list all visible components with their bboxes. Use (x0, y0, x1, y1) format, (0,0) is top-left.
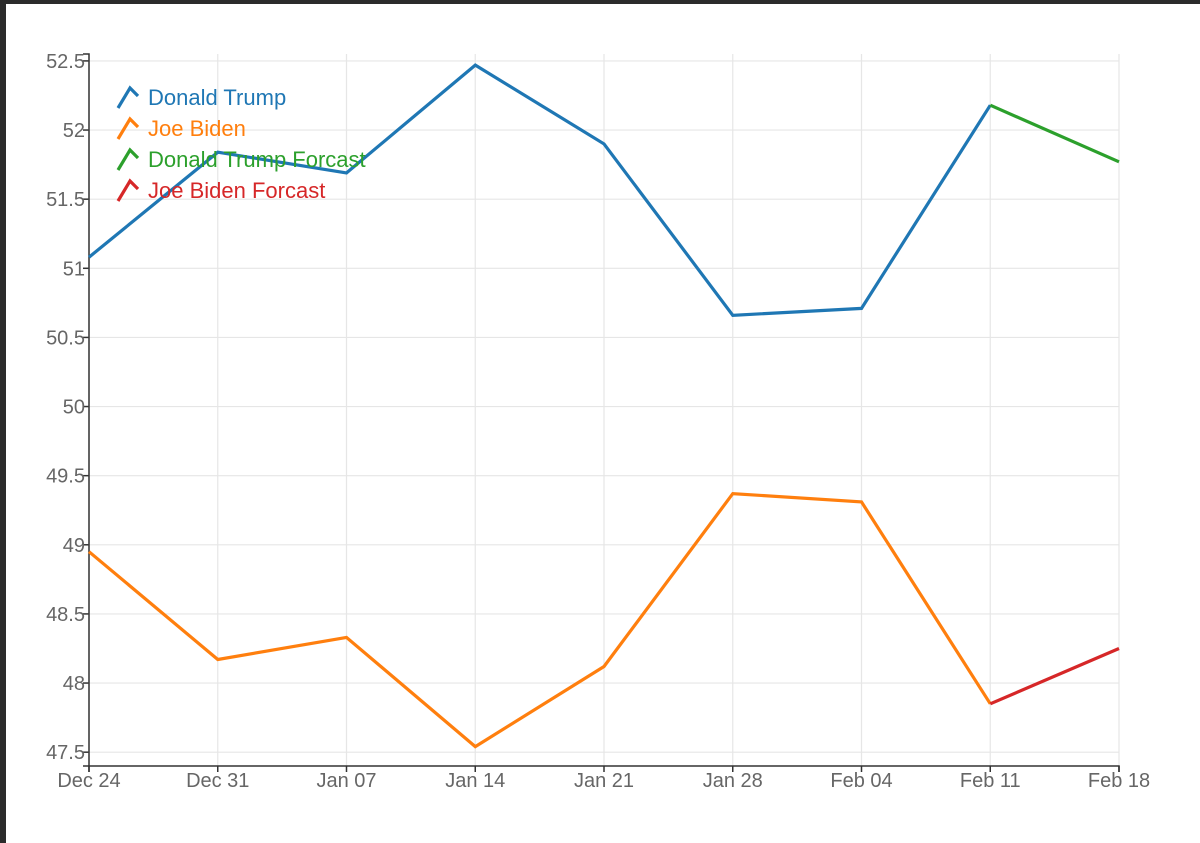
legend-line-icon (116, 147, 140, 171)
legend-label: Joe Biden (148, 116, 246, 141)
y-tick-label: 49.5 (46, 466, 85, 488)
chart-frame: 47.5 48 48.5 49 49.5 50 50.5 51 51.5 52 52.5 Dec 2… (6, 4, 1200, 843)
x-tick-label: Feb 11 (960, 770, 1021, 792)
legend[interactable]: Donald Trump Joe Biden Donald Trump Forcas… (116, 85, 366, 203)
y-tick-label: 51.5 (46, 189, 85, 211)
y-axis (83, 53, 90, 767)
legend-line-icon (116, 178, 140, 202)
x-tick-label: Jan 28 (703, 770, 763, 792)
y-tick-label: 52.5 (46, 51, 85, 73)
x-tick-label: Jan 21 (574, 770, 634, 792)
legend-item[interactable]: Joe Biden (116, 116, 246, 141)
legend-label: Donald Trump Forcast (148, 147, 366, 172)
y-tick-labels: 47.5 48 48.5 49 49.5 50 50.5 51 51.5 52 52.5 (46, 51, 85, 764)
y-tick-label: 50.5 (46, 327, 85, 349)
x-tick-labels: Dec 24 Dec 31 Jan 07 Jan 14 Jan 21 Jan 28 Feb … (57, 770, 1150, 792)
legend-label: Donald Trump (148, 85, 286, 110)
series-line-donald-trump (87, 63, 992, 317)
series-line-joe-biden-forcast (989, 647, 1120, 706)
x-axis (88, 765, 1120, 772)
legend-item[interactable]: Joe Biden Forcast (116, 178, 325, 203)
y-tick-label: 49 (63, 535, 85, 557)
y-tick-label: 51 (63, 258, 85, 280)
y-tick-label: 48 (63, 673, 85, 695)
y-tick-label: 48.5 (46, 604, 85, 626)
legend-line-icon (116, 85, 140, 109)
legend-item[interactable]: Donald Trump Forcast (116, 147, 366, 172)
series-line-joe-biden (87, 491, 992, 749)
series-lines (87, 63, 1120, 749)
x-tick-label: Feb 04 (830, 770, 892, 792)
series-line-donald-trump-forcast (989, 103, 1120, 164)
x-tick-label: Dec 31 (186, 770, 249, 792)
x-tick-label: Jan 07 (316, 770, 376, 792)
line-chart: 47.5 48 48.5 49 49.5 50 50.5 51 51.5 52 52.5 Dec 2… (46, 51, 1150, 792)
x-tick-label: Dec 24 (57, 770, 120, 792)
legend-line-icon (116, 116, 140, 140)
legend-item[interactable]: Donald Trump (116, 85, 286, 110)
y-tick-label: 50 (63, 397, 85, 419)
y-tick-label: 47.5 (46, 742, 85, 764)
y-tick-label: 52 (63, 120, 85, 142)
x-tick-label: Jan 14 (445, 770, 505, 792)
legend-label: Joe Biden Forcast (148, 178, 325, 203)
x-tick-label: Feb 18 (1088, 770, 1150, 792)
axes (83, 53, 1120, 772)
